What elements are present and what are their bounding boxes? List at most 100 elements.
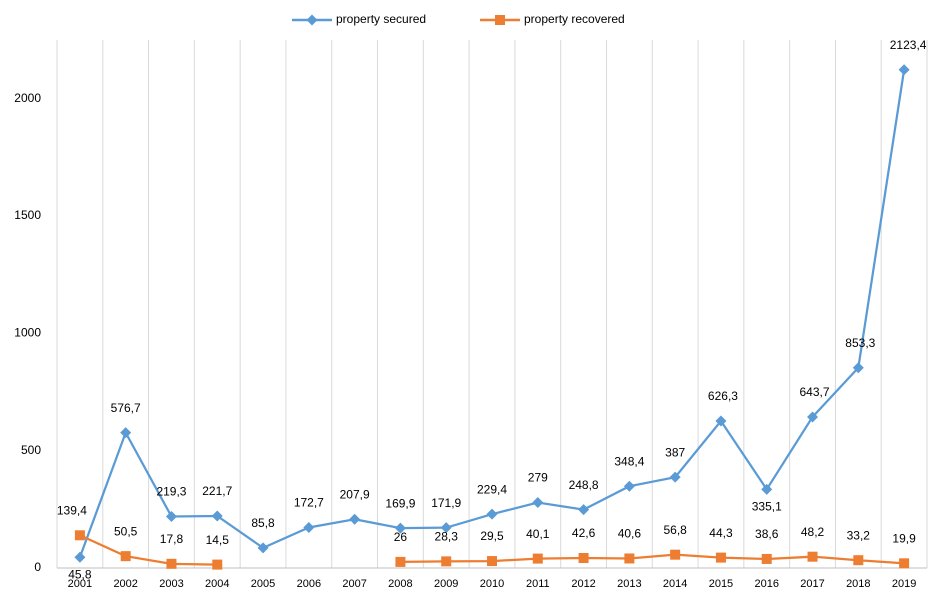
point-marker xyxy=(166,558,177,569)
data-label: 169,9 xyxy=(385,496,415,510)
data-label: 643,7 xyxy=(800,385,830,399)
point-marker xyxy=(670,549,681,560)
point-marker xyxy=(807,551,818,562)
y-tick-label: 1000 xyxy=(14,326,41,340)
point-marker xyxy=(120,551,131,562)
data-label: 28,3 xyxy=(435,530,459,544)
point-marker xyxy=(898,64,910,76)
data-label: 44,3 xyxy=(709,526,733,540)
point-marker xyxy=(715,552,726,563)
data-label: 29,5 xyxy=(480,529,504,543)
point-marker xyxy=(578,553,589,564)
series-line xyxy=(79,534,905,566)
data-label: 576,7 xyxy=(111,401,141,415)
point-marker xyxy=(487,556,497,567)
legend-label: property secured xyxy=(336,12,426,26)
point-marker xyxy=(394,522,406,534)
data-label: 50,5 xyxy=(114,524,138,538)
point-marker xyxy=(669,471,681,483)
x-tick-label: 2004 xyxy=(205,578,229,590)
point-marker xyxy=(532,553,543,564)
point-marker xyxy=(441,556,452,567)
point-marker xyxy=(349,513,361,525)
x-tick-label: 2010 xyxy=(480,578,504,590)
data-label: 139,4 xyxy=(57,503,87,517)
data-label: 207,9 xyxy=(340,487,370,501)
x-tick-label: 2016 xyxy=(754,578,778,590)
x-tick-label: 2003 xyxy=(159,578,183,590)
point-marker xyxy=(624,553,635,564)
point-marker xyxy=(761,553,772,564)
point-marker xyxy=(853,555,864,566)
data-label: 14,5 xyxy=(206,533,230,547)
data-label: 26 xyxy=(394,530,408,544)
point-marker xyxy=(899,558,910,569)
point-marker xyxy=(74,530,85,541)
point-marker xyxy=(440,522,452,534)
data-label: 19,9 xyxy=(892,532,916,546)
data-label: 40,6 xyxy=(618,527,642,541)
x-tick-label: 2001 xyxy=(68,578,92,590)
x-tick-label: 2014 xyxy=(663,578,687,590)
data-label: 335,1 xyxy=(752,500,782,514)
legend-label: property recovered xyxy=(524,12,625,26)
data-label: 45,8 xyxy=(68,567,92,581)
point-marker xyxy=(120,427,132,439)
point-marker xyxy=(74,551,86,563)
point-marker xyxy=(211,510,223,522)
data-label: 221,7 xyxy=(202,484,232,498)
x-tick-label: 2019 xyxy=(892,578,916,590)
x-tick-label: 2006 xyxy=(297,578,321,590)
x-tick-label: 2018 xyxy=(846,578,870,590)
point-marker xyxy=(715,415,727,427)
point-marker xyxy=(495,15,505,25)
data-label: 279 xyxy=(528,471,548,485)
x-tick-label: 2007 xyxy=(342,578,366,590)
data-label: 172,7 xyxy=(294,496,324,510)
y-tick-label: 2000 xyxy=(14,91,41,105)
point-marker xyxy=(395,556,406,567)
data-label: 171,9 xyxy=(431,496,461,510)
x-tick-label: 2005 xyxy=(251,578,275,590)
x-tick-label: 2017 xyxy=(800,578,824,590)
data-label: 48,2 xyxy=(801,525,825,539)
point-marker xyxy=(532,497,544,509)
y-tick-label: 0 xyxy=(34,560,41,574)
data-label: 219,3 xyxy=(156,485,186,499)
data-label: 42,6 xyxy=(572,526,596,540)
data-label: 387 xyxy=(665,445,685,459)
point-marker xyxy=(486,508,498,520)
point-marker xyxy=(761,483,773,495)
x-tick-label: 2008 xyxy=(388,578,412,590)
x-tick-label: 2013 xyxy=(617,578,641,590)
point-marker xyxy=(257,542,269,554)
data-label: 17,8 xyxy=(160,532,184,546)
data-label: 248,8 xyxy=(569,478,599,492)
data-label: 38,6 xyxy=(755,527,779,541)
data-label: 626,3 xyxy=(708,389,738,403)
point-marker xyxy=(306,14,318,26)
point-marker xyxy=(807,411,819,423)
data-label: 348,4 xyxy=(614,454,644,468)
data-label: 33,2 xyxy=(847,528,871,542)
point-marker xyxy=(623,480,635,492)
x-tick-label: 2015 xyxy=(709,578,733,590)
x-tick-label: 2009 xyxy=(434,578,458,590)
point-marker xyxy=(578,504,590,516)
data-label: 853,3 xyxy=(845,336,875,350)
point-marker xyxy=(852,362,864,374)
data-label: 2123,4 xyxy=(890,38,927,52)
point-marker xyxy=(165,511,177,523)
x-tick-label: 2002 xyxy=(113,578,137,590)
y-tick-label: 500 xyxy=(21,443,41,457)
data-label: 85,8 xyxy=(251,516,275,530)
point-marker xyxy=(212,559,223,570)
x-tick-label: 2011 xyxy=(526,578,550,590)
x-tick-label: 2012 xyxy=(571,578,595,590)
y-tick-label: 1500 xyxy=(14,208,41,222)
data-label: 40,1 xyxy=(526,527,550,541)
data-label: 229,4 xyxy=(477,482,507,496)
data-label: 56,8 xyxy=(663,523,687,537)
point-marker xyxy=(303,521,315,533)
